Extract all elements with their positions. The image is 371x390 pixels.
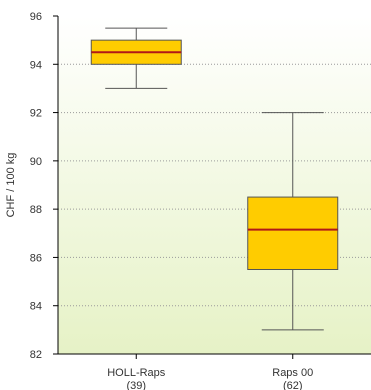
x-category-count: (62) bbox=[283, 380, 303, 390]
y-tick-label: 86 bbox=[30, 252, 42, 264]
y-axis-ticks: 82 84 86 88 90 92 94 96 bbox=[30, 11, 58, 361]
y-tick-label: 88 bbox=[30, 204, 42, 216]
x-axis-labels: HOLL-Raps(39) Raps 00(62) bbox=[107, 354, 313, 390]
y-tick-label: 92 bbox=[30, 108, 42, 120]
y-tick-label: 94 bbox=[30, 59, 42, 71]
grid-lines bbox=[58, 63, 371, 307]
box-1 bbox=[90, 27, 182, 89]
x-category-label: HOLL-Raps bbox=[107, 367, 166, 379]
plot-area bbox=[58, 16, 371, 354]
y-axis-title: CHF / 100 kg bbox=[5, 153, 17, 218]
x-category-count: (39) bbox=[126, 380, 146, 390]
boxes-layer bbox=[90, 27, 339, 331]
y-tick-label: 96 bbox=[30, 11, 42, 23]
y-tick-label: 82 bbox=[30, 349, 42, 361]
x-category-label: Raps 00 bbox=[272, 367, 313, 379]
box-2 bbox=[247, 112, 339, 331]
iqr-box bbox=[247, 196, 339, 270]
y-tick-label: 84 bbox=[30, 301, 42, 313]
y-tick-label: 90 bbox=[30, 156, 42, 168]
